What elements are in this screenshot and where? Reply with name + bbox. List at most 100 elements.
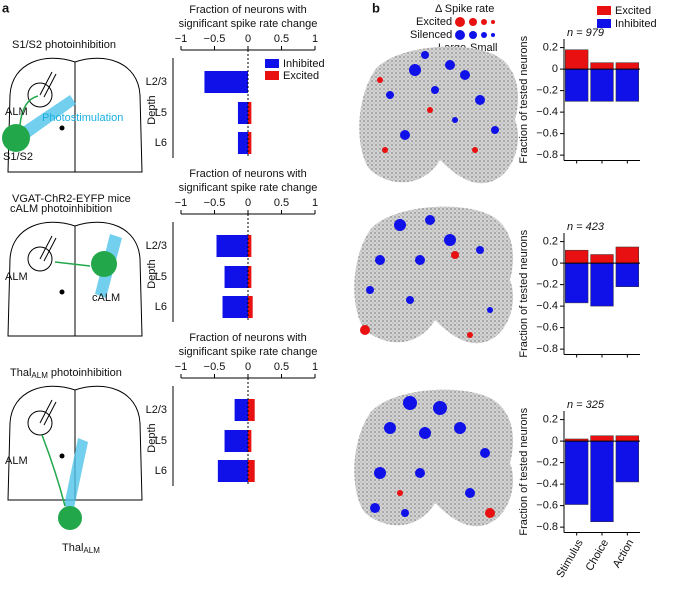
y-tick-label: −0.4 <box>536 106 558 118</box>
x-tick-label: Stimulus <box>554 537 586 580</box>
legend-label: Excited <box>416 16 452 28</box>
diagram-label: ALM <box>5 271 28 283</box>
y-tick-label: −0.4 <box>536 300 558 312</box>
y-tick-label: L5 <box>155 271 167 283</box>
legend-label: Excited <box>283 70 319 82</box>
brain-map <box>359 46 519 184</box>
bar <box>248 296 253 318</box>
panel-label: b <box>372 0 380 15</box>
x-tick-label: 0.5 <box>274 361 289 373</box>
y-axis-label: Fraction of tested neurons <box>518 407 530 535</box>
x-tick-label: −1 <box>175 361 188 373</box>
legend-swatch <box>597 6 611 15</box>
brain-map <box>354 389 514 527</box>
diagram-title: ThalALM photoinhibition <box>10 367 122 380</box>
bar <box>248 266 252 288</box>
y-axis-label: Depth <box>146 259 158 288</box>
x-tick-label: 0.5 <box>274 197 289 209</box>
bar <box>204 71 248 93</box>
bar <box>565 262 589 304</box>
y-tick-label: L6 <box>155 137 167 149</box>
legend-title: Δ Spike rate <box>435 3 494 15</box>
chart-title: Fraction of neurons with <box>189 332 306 344</box>
legend-label: Silenced <box>410 29 452 41</box>
x-tick-label: 1 <box>312 361 318 373</box>
diagram: S1/S2 photoinhibition ALM Photostimulati… <box>2 39 143 205</box>
x-tick-label: 0 <box>245 197 251 209</box>
x-tick-label: 0 <box>245 361 251 373</box>
bar <box>248 460 255 482</box>
y-axis-label: Fraction of tested neurons <box>518 229 530 357</box>
legend-label: Excited <box>615 5 651 17</box>
diagram-label: cALM <box>92 292 120 304</box>
y-tick-label: L5 <box>155 107 167 119</box>
y-tick-label: L6 <box>155 465 167 477</box>
y-tick-label: −0.6 <box>536 500 558 512</box>
bar <box>565 68 589 102</box>
bar <box>590 262 614 307</box>
bar <box>237 132 248 154</box>
chart-title: significant spike rate change <box>179 182 318 194</box>
y-tick-label: −0.2 <box>536 457 558 469</box>
bar <box>248 132 252 154</box>
bar <box>590 254 614 264</box>
y-tick-label: 0.2 <box>543 236 558 248</box>
x-tick-label: −0.5 <box>204 361 226 373</box>
y-tick-label: L2/3 <box>146 404 167 416</box>
bar <box>615 246 639 264</box>
y-tick-label: −0.8 <box>536 521 558 533</box>
bar <box>615 62 639 70</box>
x-tick-label: −1 <box>175 33 188 45</box>
y-tick-label: L5 <box>155 435 167 447</box>
diagram: ThalALM photoinhibition ALM ThalALM <box>5 367 143 555</box>
bar <box>565 249 589 264</box>
bar <box>248 102 252 124</box>
diagram-label: ALM <box>5 106 28 118</box>
x-tick-label: 1 <box>312 33 318 45</box>
panel-label: a <box>2 0 10 15</box>
spike-legend: Δ Spike rate Excited Silenced Large Smal… <box>410 3 498 54</box>
bar <box>224 430 248 452</box>
chart-title: Fraction of neurons with <box>189 4 306 16</box>
bar <box>248 235 252 257</box>
x-tick-label: Action <box>611 537 637 569</box>
bar <box>565 440 589 505</box>
y-tick-label: −0.8 <box>536 149 558 161</box>
diagram-label: ThalALM <box>62 542 100 555</box>
y-tick-label: 0 <box>552 257 558 269</box>
bar <box>248 399 255 421</box>
bar <box>217 460 248 482</box>
y-axis-label: Fraction of tested neurons <box>518 35 530 163</box>
y-axis-label: Depth <box>146 423 158 452</box>
y-tick-label: −0.4 <box>536 478 558 490</box>
chart-title: significant spike rate change <box>179 18 318 30</box>
legend-label: Inhibited <box>615 18 657 30</box>
y-tick-label: 0 <box>552 63 558 75</box>
bar <box>615 435 639 442</box>
y-tick-label: L6 <box>155 301 167 313</box>
x-tick-label: Choice <box>584 537 612 573</box>
x-tick-label: −0.5 <box>204 197 226 209</box>
y-tick-label: L2/3 <box>146 76 167 88</box>
bar <box>565 49 589 70</box>
bar <box>590 440 614 522</box>
y-axis-label: Depth <box>146 95 158 124</box>
annotation: n = 979 <box>567 27 604 39</box>
diagram-note: VGAT-ChR2-EYFP mice <box>12 193 131 205</box>
y-tick-label: −0.6 <box>536 128 558 140</box>
x-tick-label: 0.5 <box>274 33 289 45</box>
diagram: cALM photoinhibition ALM cALM <box>5 203 143 337</box>
diagram-label: ALM <box>5 455 28 467</box>
bar <box>590 68 614 102</box>
x-tick-label: −1 <box>175 197 188 209</box>
y-tick-label: 0 <box>552 435 558 447</box>
y-tick-label: 0.2 <box>543 414 558 426</box>
brain-map <box>354 206 514 344</box>
legend-label: Inhibited <box>283 58 325 70</box>
x-tick-label: 0 <box>245 33 251 45</box>
legend-swatch <box>597 19 611 28</box>
y-tick-label: 0.2 <box>543 42 558 54</box>
x-tick-label: −0.5 <box>204 33 226 45</box>
diagram-label: Photostimulation <box>42 112 123 124</box>
diagram-title: cALM photoinhibition <box>10 203 112 215</box>
